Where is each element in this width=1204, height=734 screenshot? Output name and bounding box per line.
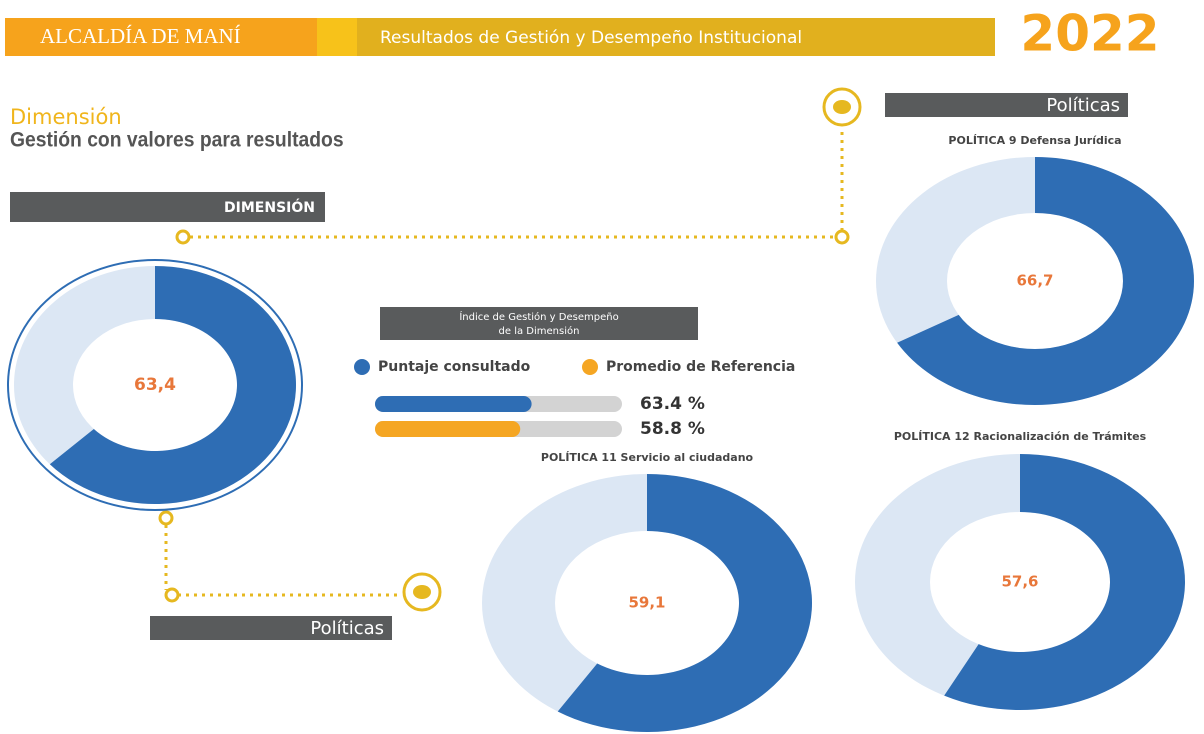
node bbox=[158, 510, 174, 526]
node-dot bbox=[413, 585, 431, 599]
donut-border bbox=[7, 259, 303, 511]
donut-value: 57,6 bbox=[1001, 573, 1038, 591]
bar-label: 63.4 % bbox=[640, 394, 705, 414]
index-title-box bbox=[380, 307, 698, 340]
node-large bbox=[822, 87, 862, 127]
policy-tag-text: Políticas bbox=[1046, 95, 1120, 116]
bar bbox=[375, 396, 532, 412]
index-title: Índice de Gestión y Desempeño bbox=[459, 310, 618, 323]
header-middle-band bbox=[357, 18, 995, 56]
node-dot bbox=[833, 100, 851, 114]
node-large bbox=[402, 572, 442, 612]
donut-segment bbox=[944, 454, 1185, 710]
policy-title: POLÍTICA 12 Racionalización de Trámites bbox=[894, 430, 1147, 443]
donut-segment bbox=[897, 157, 1194, 405]
header-year: 2022 bbox=[1020, 5, 1159, 63]
dimension-tag bbox=[10, 192, 325, 222]
donut-value: 66,7 bbox=[1016, 272, 1053, 290]
node bbox=[834, 229, 850, 245]
policy-tag bbox=[150, 616, 392, 640]
connectors bbox=[158, 87, 862, 612]
index-title: de la Dimensión bbox=[499, 325, 580, 337]
dimension-label: Dimensión bbox=[10, 105, 122, 129]
legend-label: Promedio de Referencia bbox=[606, 359, 795, 375]
dimension-tag-text: DIMENSIÓN bbox=[224, 198, 315, 216]
legend-dot bbox=[354, 359, 370, 375]
node bbox=[164, 587, 180, 603]
donut-value: 59,1 bbox=[628, 594, 665, 612]
legend-label: Puntaje consultado bbox=[378, 359, 531, 375]
bar bbox=[375, 421, 521, 437]
donut-value: 63,4 bbox=[134, 375, 176, 395]
bar-label: 58.8 % bbox=[640, 419, 705, 439]
node bbox=[175, 229, 191, 245]
donut-segment bbox=[557, 474, 812, 733]
policy-title: POLÍTICA 11 Servicio al ciudadano bbox=[541, 451, 754, 464]
policy-tag bbox=[885, 93, 1128, 117]
dimension-title: Gestión con valores para resultados bbox=[10, 129, 344, 152]
charts: 63,4 POLÍTICA 9 Defensa Jurídica 66,7 POLÍT… bbox=[7, 134, 1194, 733]
donut-segment bbox=[49, 266, 297, 504]
header-middle: Resultados de Gestión y Desempeño Instit… bbox=[380, 28, 802, 48]
header-accent bbox=[317, 18, 357, 56]
header-left-band bbox=[5, 18, 317, 56]
policy-tag-text: Políticas bbox=[310, 618, 384, 639]
legend-dot bbox=[582, 359, 598, 375]
header-left: ALCALDÍA DE MANÍ bbox=[40, 24, 241, 48]
policy-title: POLÍTICA 9 Defensa Jurídica bbox=[948, 134, 1121, 147]
